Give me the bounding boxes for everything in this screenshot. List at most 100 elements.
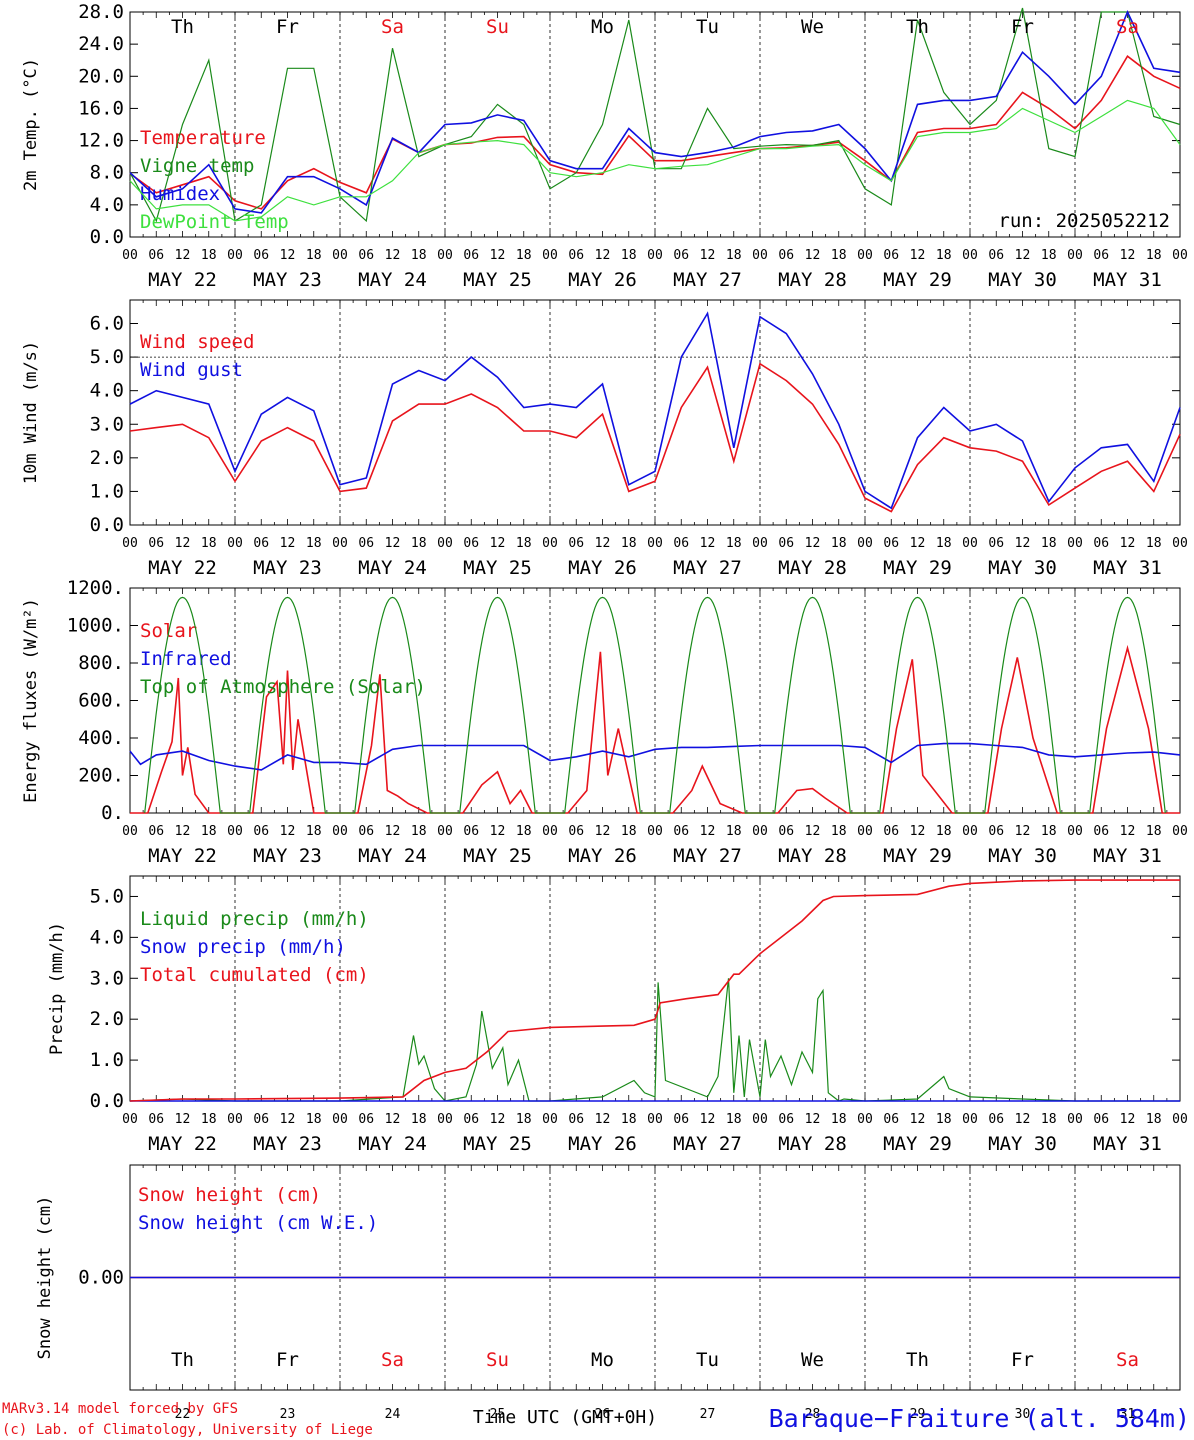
x-hour-label: 12	[805, 248, 821, 263]
x-hour-label: 00	[542, 1112, 558, 1127]
y-tick-label: 0.0	[90, 514, 124, 536]
weekday-label: Fr	[1011, 1349, 1034, 1371]
y-tick-label: 3.0	[90, 967, 124, 989]
x-hour-label: 18	[936, 536, 952, 551]
series-line-1	[129, 311, 1181, 510]
y-tick-label: 6.0	[90, 313, 124, 335]
y-tick-label: 4.0	[90, 380, 124, 402]
x-hour-label: 06	[463, 536, 479, 551]
x-hour-label: 00	[1067, 248, 1083, 263]
x-date-label: MAY 27	[673, 1133, 742, 1155]
x-hour-label: 12	[805, 536, 821, 551]
x-hour-label: 00	[542, 824, 558, 839]
x-hour-label: 12	[910, 536, 926, 551]
legend-entry: Humidex	[140, 183, 220, 205]
x-date-label: MAY 27	[673, 845, 742, 867]
x-hour-label: 06	[673, 1112, 689, 1127]
x-hour-label: 06	[883, 536, 899, 551]
x-hour-label: 00	[1172, 248, 1188, 263]
x-date-label: MAY 29	[883, 557, 952, 579]
legend-entry: Temperature	[140, 127, 266, 149]
y-axis-label: Precip (mm/h)	[47, 922, 67, 1055]
weekday-label: Th	[906, 16, 929, 38]
y-tick-label: 1.0	[90, 480, 124, 502]
y-axis-label: Snow height (cm)	[35, 1196, 55, 1360]
y-tick-label: 1000.	[67, 615, 124, 637]
plot-frame	[129, 299, 1181, 526]
y-tick-label: 400.	[78, 727, 124, 749]
x-hour-label: 18	[411, 1112, 427, 1127]
x-hour-label: 06	[463, 248, 479, 263]
x-hour-label: 12	[910, 824, 926, 839]
x-hour-label: 06	[883, 248, 899, 263]
weekday-label: Tu	[696, 16, 719, 38]
weekday-label: Mo	[591, 1349, 614, 1371]
x-hour-label: 12	[700, 536, 716, 551]
x-hour-label: 18	[1041, 1112, 1057, 1127]
y-axis-label: Energy fluxes (W/m²)	[21, 598, 41, 803]
x-hour-label: 18	[201, 824, 217, 839]
panel-3: 0. 200. 400. 600. 800. 1000. 1200. Energy fluxe…	[21, 577, 1188, 867]
x-hour-label: 00	[962, 536, 978, 551]
x-hour-label: 18	[516, 248, 532, 263]
x-hour-label: 06	[778, 248, 794, 263]
x-hour-label: 06	[463, 1112, 479, 1127]
x-hour-label: 06	[358, 536, 374, 551]
x-hour-label: 12	[280, 248, 296, 263]
weekday-label: Mo	[591, 16, 614, 38]
legend-entry: DewPoint Temp	[140, 211, 289, 233]
panel-5: 0.00 Snow height (cm) Snow height (cm) Snow…	[35, 1164, 1181, 1422]
x-hour-label: 00	[227, 824, 243, 839]
series-line-0	[129, 362, 1181, 513]
run-label: run: 2025052212	[998, 210, 1170, 232]
x-hour-label: 12	[805, 1112, 821, 1127]
x-date-label: MAY 29	[883, 1133, 952, 1155]
x-date-label: MAY 25	[463, 845, 532, 867]
x-hour-label: 06	[358, 1112, 374, 1127]
x-hour-label: 06	[148, 536, 164, 551]
x-hour-label: 06	[568, 536, 584, 551]
x-hour-label: 00	[962, 248, 978, 263]
y-tick-label: 200.	[78, 765, 124, 787]
x-day-number: 24	[385, 1407, 401, 1422]
x-day-number: 29	[910, 1407, 926, 1422]
x-hour-label: 12	[490, 824, 506, 839]
x-hour-label: 18	[1146, 248, 1162, 263]
x-date-label: MAY 31	[1093, 557, 1162, 579]
y-tick-label: 3.0	[90, 413, 124, 435]
x-hour-label: 00	[962, 824, 978, 839]
x-hour-label: 18	[306, 824, 322, 839]
x-hour-label: 18	[1146, 824, 1162, 839]
x-hour-label: 06	[568, 824, 584, 839]
x-date-label: MAY 30	[988, 269, 1057, 291]
x-day-number: 23	[280, 1407, 296, 1422]
x-hour-label: 06	[1093, 536, 1109, 551]
x-hour-label: 18	[831, 824, 847, 839]
x-hour-label: 12	[385, 536, 401, 551]
x-hour-label: 00	[1067, 1112, 1083, 1127]
x-hour-label: 00	[1172, 824, 1188, 839]
x-hour-label: 12	[1015, 536, 1031, 551]
x-hour-label: 00	[1067, 824, 1083, 839]
x-hour-label: 00	[752, 1112, 768, 1127]
x-hour-label: 12	[595, 536, 611, 551]
x-hour-label: 00	[752, 824, 768, 839]
x-hour-label: 00	[437, 248, 453, 263]
x-hour-label: 06	[883, 824, 899, 839]
y-tick-label: 4.0	[90, 926, 124, 948]
y-axis-label: 10m Wind (m/s)	[21, 341, 41, 484]
x-hour-label: 18	[306, 1112, 322, 1127]
y-tick-label: 12.0	[78, 130, 124, 152]
x-hour-label: 06	[673, 824, 689, 839]
x-hour-label: 00	[857, 824, 873, 839]
x-hour-label: 12	[595, 1112, 611, 1127]
x-hour-label: 06	[463, 824, 479, 839]
x-date-label: MAY 22	[148, 557, 217, 579]
x-hour-label: 12	[280, 824, 296, 839]
x-hour-label: 12	[1120, 824, 1136, 839]
x-hour-label: 18	[831, 248, 847, 263]
series-line-0	[129, 55, 1181, 210]
y-tick-label: 0.0	[90, 226, 124, 248]
x-hour-label: 12	[1015, 824, 1031, 839]
